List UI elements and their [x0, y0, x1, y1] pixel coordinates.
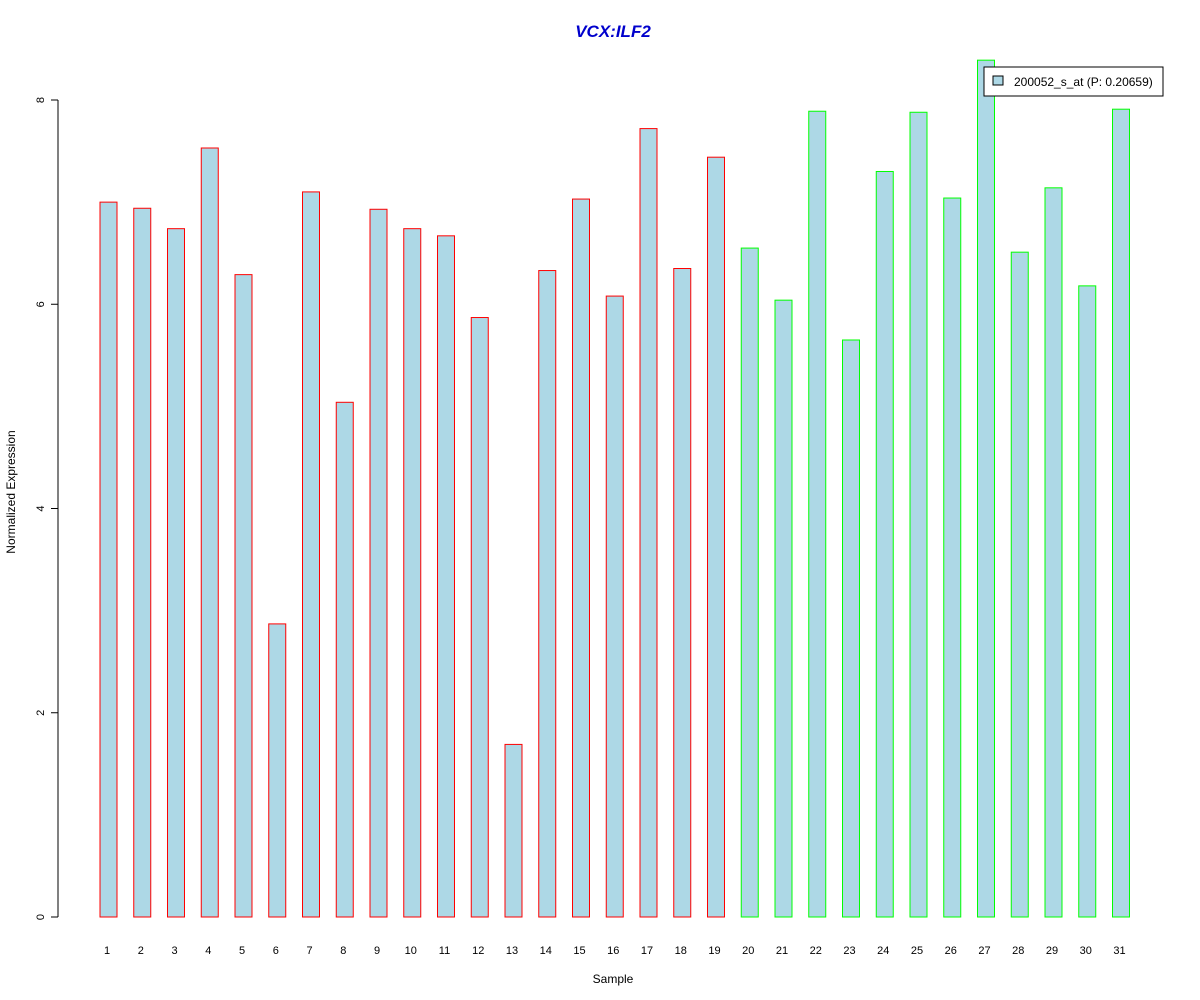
- x-tick-label: 1: [104, 945, 110, 957]
- x-tick-label: 18: [675, 945, 687, 957]
- x-tick-label: 5: [239, 945, 245, 957]
- bar: [909, 111, 928, 918]
- bar: [572, 198, 590, 918]
- x-tick-label: 24: [877, 945, 889, 957]
- x-tick-label: 9: [374, 945, 380, 957]
- bar: [234, 274, 253, 918]
- bar: [875, 170, 894, 918]
- bar: [605, 295, 624, 918]
- x-tick-label: 4: [205, 945, 211, 957]
- bar: [943, 197, 962, 918]
- x-tick-label: 20: [742, 945, 754, 957]
- bar: [504, 743, 523, 918]
- bar: [268, 623, 287, 918]
- x-tick-label: 2: [138, 945, 144, 957]
- y-tick-label: 2: [35, 710, 47, 716]
- x-tick-label: 13: [506, 945, 518, 957]
- x-tick-label: 31: [1113, 945, 1125, 957]
- bar: [302, 191, 320, 918]
- x-tick-label: 6: [273, 945, 279, 957]
- x-tick-label: 10: [405, 945, 417, 957]
- bar: [167, 228, 185, 918]
- bar: [774, 299, 793, 918]
- x-tick-label: 14: [540, 945, 552, 957]
- x-tick-label: 16: [607, 945, 619, 957]
- y-tick-label: 6: [35, 301, 47, 307]
- bar: [538, 270, 557, 918]
- x-tick-label: 25: [911, 945, 923, 957]
- x-tick-label: 28: [1012, 945, 1024, 957]
- bars: [99, 59, 1130, 918]
- x-tick-label: 29: [1046, 945, 1058, 957]
- bar: [707, 156, 725, 918]
- bar: [1044, 187, 1063, 918]
- y-axis: 0 2 4 6 8: [35, 97, 59, 920]
- x-tick-label: 30: [1080, 945, 1092, 957]
- bar: [133, 207, 152, 918]
- bar: [1112, 108, 1130, 918]
- bar: [470, 317, 489, 918]
- bar: [639, 128, 658, 918]
- bar: [403, 228, 422, 918]
- bar: [335, 401, 354, 918]
- bar: [673, 268, 692, 918]
- bar: [1078, 285, 1097, 918]
- x-tick-label: 11: [439, 945, 450, 957]
- legend-swatch: [992, 75, 1004, 86]
- y-tick-label: 4: [35, 505, 47, 511]
- legend-box: [983, 66, 1164, 97]
- x-tick-label: 15: [573, 945, 585, 957]
- bar: [200, 147, 219, 918]
- x-tick-labels: 1 2 3 4 5 6 7 8 9 10 11 12 13 14 15 16 17 18 19 20 21 22 23 24 2…: [104, 945, 1126, 957]
- bar: [842, 339, 860, 918]
- y-tick-label: 0: [35, 914, 47, 920]
- x-tick-label: 22: [810, 945, 822, 957]
- x-tick-label: 21: [776, 945, 788, 957]
- bar: [977, 59, 995, 918]
- y-axis-label: Normalized Expression: [4, 430, 18, 553]
- bar: [740, 247, 759, 918]
- bar: [437, 235, 455, 918]
- bar: [808, 110, 827, 918]
- x-axis-label: Sample: [593, 972, 634, 986]
- chart-title: VCX:ILF2: [575, 22, 651, 41]
- x-tick-label: 12: [472, 945, 484, 957]
- legend: 200052_s_at (P: 0.20659): [983, 66, 1164, 97]
- x-tick-label: 3: [171, 945, 177, 957]
- x-tick-label: 7: [306, 945, 312, 957]
- bar: [99, 201, 118, 918]
- bar: [369, 208, 388, 918]
- x-tick-label: 19: [708, 945, 720, 957]
- bar: [1010, 251, 1029, 918]
- x-tick-label: 17: [641, 945, 653, 957]
- legend-label: 200052_s_at (P: 0.20659): [1014, 75, 1153, 89]
- x-tick-label: 23: [843, 945, 855, 957]
- x-tick-label: 27: [978, 945, 990, 957]
- x-tick-label: 26: [945, 945, 957, 957]
- y-tick-label: 8: [35, 97, 47, 103]
- x-tick-label: 8: [340, 945, 346, 957]
